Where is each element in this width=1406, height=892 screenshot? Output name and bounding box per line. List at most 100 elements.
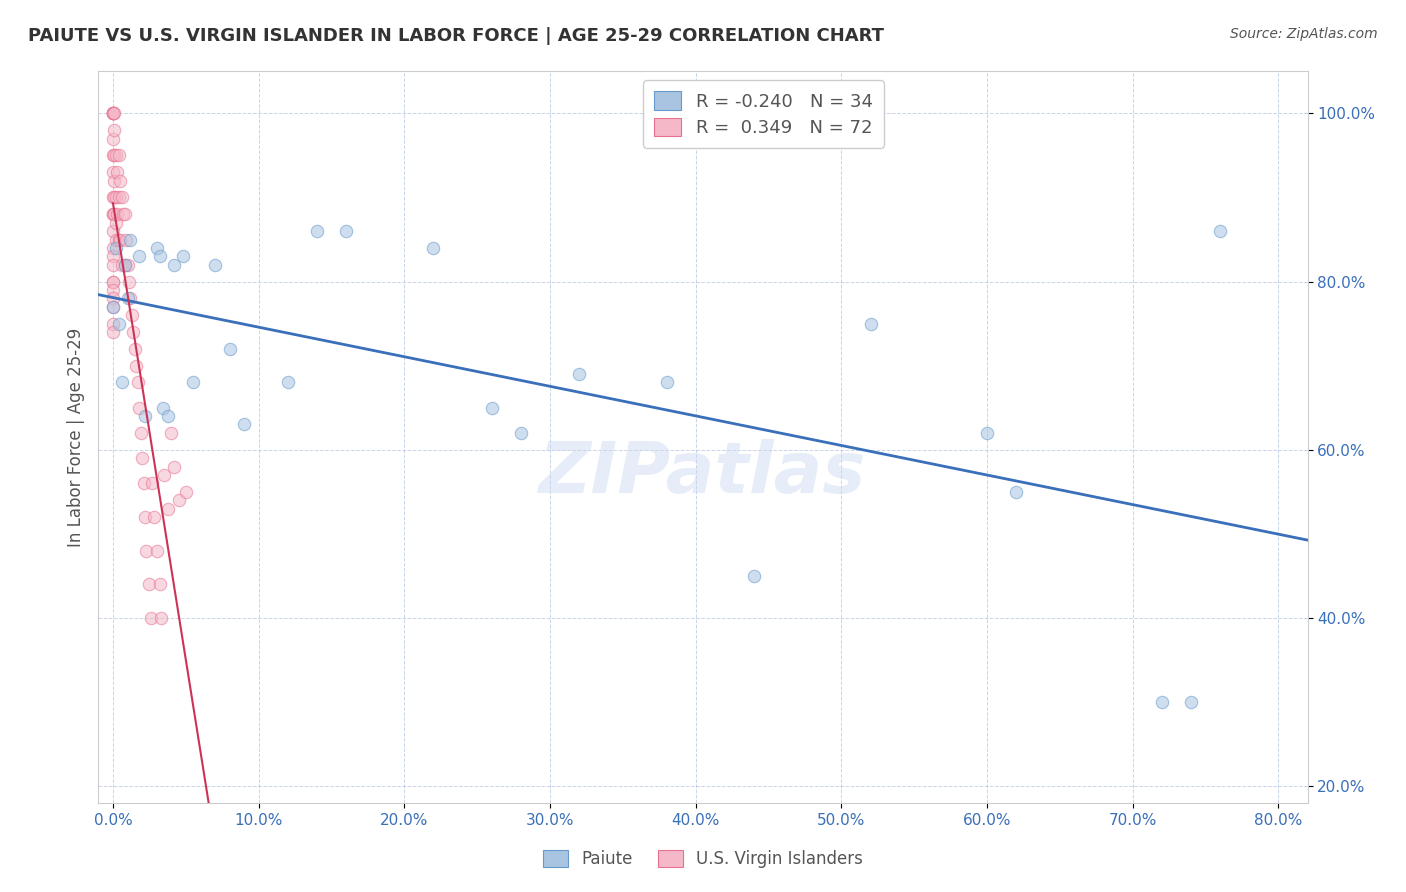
Point <box>108 190 131 204</box>
Point <box>101 283 124 297</box>
Point <box>481 401 503 415</box>
Point <box>568 367 591 381</box>
Point <box>335 224 357 238</box>
Point <box>101 190 124 204</box>
Point <box>115 233 138 247</box>
Point <box>101 291 124 305</box>
Text: Source: ZipAtlas.com: Source: ZipAtlas.com <box>1230 27 1378 41</box>
Point <box>101 165 124 179</box>
Point <box>103 123 125 137</box>
Point <box>859 317 882 331</box>
Point <box>277 376 299 390</box>
Point <box>128 249 150 263</box>
Point <box>422 241 444 255</box>
Point <box>117 258 139 272</box>
Point <box>112 207 135 221</box>
Point <box>101 207 124 221</box>
Point <box>167 493 190 508</box>
Point <box>108 148 131 162</box>
Point <box>101 131 124 145</box>
Legend: R = -0.240   N = 34, R =  0.349   N = 72: R = -0.240 N = 34, R = 0.349 N = 72 <box>644 80 883 148</box>
Point <box>127 376 149 390</box>
Point <box>101 317 124 331</box>
Point <box>103 207 125 221</box>
Point <box>108 317 131 331</box>
Point <box>125 359 148 373</box>
Text: ZIPatlas: ZIPatlas <box>540 439 866 508</box>
Point <box>111 258 134 272</box>
Point <box>104 190 127 204</box>
Point <box>104 148 127 162</box>
Point <box>157 501 180 516</box>
Point <box>101 224 124 238</box>
Point <box>305 224 328 238</box>
Point <box>103 148 125 162</box>
Point <box>153 467 176 482</box>
Point <box>101 300 124 314</box>
Point <box>1150 695 1173 709</box>
Point <box>101 106 124 120</box>
Point <box>141 476 163 491</box>
Point <box>129 425 152 440</box>
Point <box>120 291 142 305</box>
Point <box>149 577 172 591</box>
Point <box>103 190 125 204</box>
Point <box>139 611 162 625</box>
Point <box>105 165 128 179</box>
Point <box>120 233 142 247</box>
Point <box>128 401 150 415</box>
Point <box>163 258 186 272</box>
Point <box>233 417 256 432</box>
Point <box>108 233 131 247</box>
Point <box>163 459 186 474</box>
Point <box>742 569 765 583</box>
Point <box>218 342 240 356</box>
Point <box>142 510 165 524</box>
Point <box>149 249 172 263</box>
Point <box>121 308 143 322</box>
Point <box>114 258 136 272</box>
Point <box>118 275 141 289</box>
Point <box>110 174 132 188</box>
Point <box>104 233 127 247</box>
Point <box>134 409 156 423</box>
Point <box>181 376 204 390</box>
Point <box>122 325 145 339</box>
Point <box>101 106 124 120</box>
Point <box>509 425 531 440</box>
Point <box>138 577 160 591</box>
Point <box>101 249 124 263</box>
Point <box>976 425 998 440</box>
Point <box>104 216 127 230</box>
Point <box>172 249 194 263</box>
Point <box>1180 695 1202 709</box>
Point <box>132 476 155 491</box>
Legend: Paiute, U.S. Virgin Islanders: Paiute, U.S. Virgin Islanders <box>536 843 870 875</box>
Point <box>101 148 124 162</box>
Point <box>111 376 134 390</box>
Point <box>135 543 157 558</box>
Point <box>101 275 124 289</box>
Point <box>152 401 174 415</box>
Point <box>157 409 180 423</box>
Point <box>103 106 125 120</box>
Point <box>145 543 167 558</box>
Point <box>114 258 136 272</box>
Point <box>101 300 124 314</box>
Point <box>174 484 197 499</box>
Point <box>101 106 124 120</box>
Point <box>101 106 124 120</box>
Point <box>101 258 124 272</box>
Point <box>104 241 127 255</box>
Point <box>111 190 134 204</box>
Point <box>1209 224 1232 238</box>
Point <box>101 207 124 221</box>
Point <box>101 106 124 120</box>
Point <box>103 174 125 188</box>
Point <box>131 451 153 466</box>
Point <box>655 376 678 390</box>
Text: PAIUTE VS U.S. VIRGIN ISLANDER IN LABOR FORCE | AGE 25-29 CORRELATION CHART: PAIUTE VS U.S. VIRGIN ISLANDER IN LABOR … <box>28 27 884 45</box>
Point <box>134 510 156 524</box>
Point <box>160 425 183 440</box>
Point <box>124 342 146 356</box>
